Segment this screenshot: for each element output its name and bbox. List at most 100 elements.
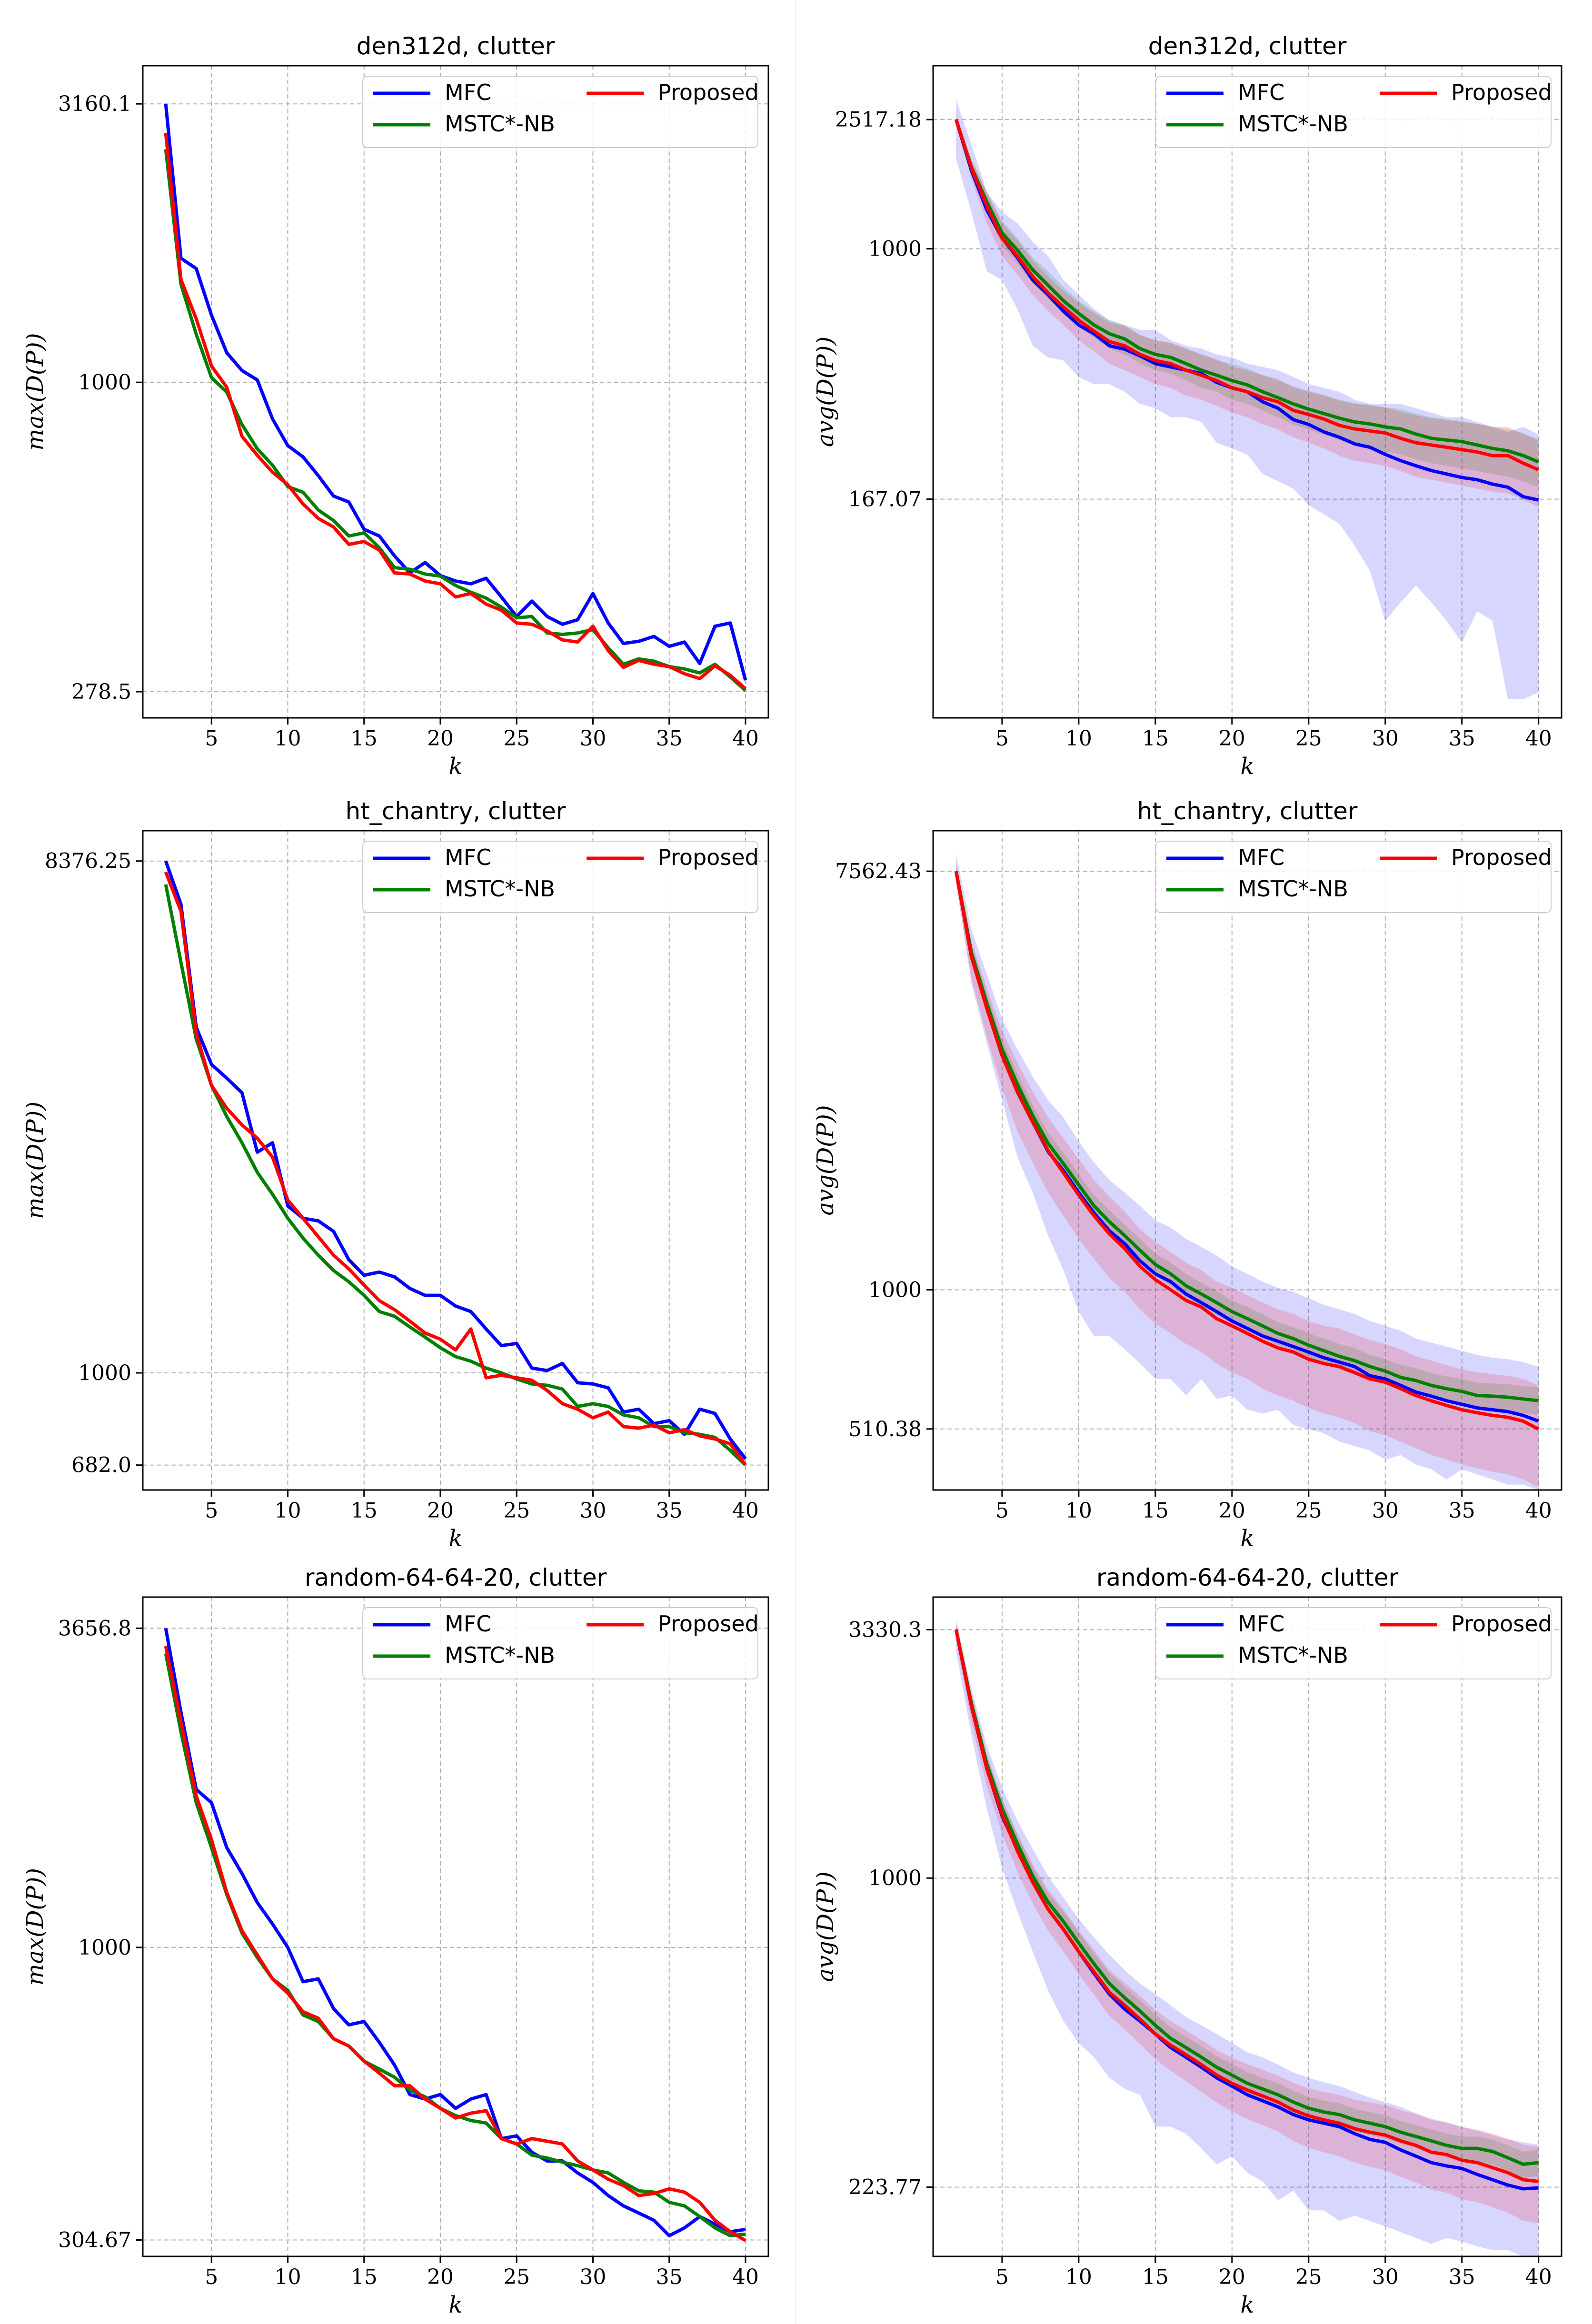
series-line-mfc bbox=[164, 860, 747, 1460]
y-tick-label: 167.07 bbox=[848, 487, 922, 512]
x-tick-label: 35 bbox=[1449, 726, 1475, 751]
x-axis-label: k bbox=[448, 2292, 462, 2318]
legend-entry: MFC bbox=[445, 79, 491, 105]
y-tick-label: 1000 bbox=[868, 237, 922, 261]
series-line-mfc bbox=[164, 103, 747, 681]
legend: MFC MSTC*-NB Proposed bbox=[362, 76, 759, 148]
x-axis-label: k bbox=[1240, 753, 1254, 780]
legend-entry: Proposed bbox=[658, 79, 759, 105]
x-tick-label: 10 bbox=[1065, 726, 1092, 751]
legend-entry: MSTC*-NB bbox=[445, 111, 555, 137]
x-axis-label: k bbox=[1240, 1525, 1254, 1552]
y-tick-label: 3656.8 bbox=[58, 1616, 131, 1640]
axes-frame bbox=[932, 65, 1562, 719]
x-tick-label: 30 bbox=[1372, 2265, 1399, 2289]
confidence-band-mfc bbox=[956, 1619, 1539, 2256]
series-line-proposed bbox=[164, 133, 747, 690]
x-tick-label: 20 bbox=[1219, 726, 1245, 751]
axes-frame bbox=[932, 830, 1562, 1491]
legend: MFC MSTC*-NB Proposed bbox=[362, 1607, 759, 1679]
y-tick-label: 2517.18 bbox=[835, 108, 922, 132]
series-line-mstc-nb bbox=[164, 149, 747, 692]
x-tick-label: 35 bbox=[1449, 2265, 1475, 2289]
y-tick-label: 1000 bbox=[868, 1866, 922, 1890]
x-tick-label: 25 bbox=[1295, 1499, 1322, 1523]
legend-box bbox=[1155, 1607, 1552, 1679]
confidence-band-mstc-nb bbox=[956, 118, 1539, 487]
series-line-proposed bbox=[164, 1646, 746, 2242]
y-axis-label: max(D(P)) bbox=[22, 333, 49, 451]
y-tick-label: 1000 bbox=[868, 1278, 922, 1302]
legend-box bbox=[1155, 76, 1552, 148]
x-tick-label: 25 bbox=[1295, 726, 1322, 751]
x-tick-label: 15 bbox=[351, 726, 378, 751]
x-tick-label: 10 bbox=[1065, 1499, 1092, 1523]
y-tick-label: 223.77 bbox=[848, 2175, 922, 2200]
y-tick-label: 682.0 bbox=[71, 1453, 131, 1478]
x-tick-label: 5 bbox=[995, 2265, 1009, 2289]
x-tick-label: 5 bbox=[205, 1499, 218, 1523]
legend: MFC MSTC*-NB Proposed bbox=[1155, 841, 1552, 913]
y-tick-label: 8376.25 bbox=[45, 849, 131, 874]
legend-entry: MFC bbox=[445, 844, 491, 870]
x-tick-label: 10 bbox=[274, 2265, 301, 2289]
x-tick-label: 25 bbox=[1295, 2265, 1322, 2289]
legend-entry: MSTC*-NB bbox=[1238, 111, 1348, 137]
x-tick-label: 15 bbox=[1142, 2265, 1169, 2289]
x-tick-label: 5 bbox=[205, 2265, 218, 2289]
series-line-mfc bbox=[164, 1628, 746, 2237]
legend-entry: Proposed bbox=[1451, 844, 1552, 870]
series-line-mstc-nb bbox=[954, 119, 1540, 464]
legend: MFC MSTC*-NB Proposed bbox=[362, 841, 759, 913]
series-line-proposed bbox=[164, 871, 747, 1466]
chart-panel-5: 5 10 15 20 25 30 35 40 3656.8 1000 304.67 random-64… bbox=[22, 1564, 769, 2318]
legend-box bbox=[1155, 841, 1552, 913]
chart-title: den312d, clutter bbox=[1148, 32, 1347, 60]
legend-entry: Proposed bbox=[658, 844, 759, 870]
legend-entry: Proposed bbox=[1451, 79, 1552, 105]
y-tick-label: 3330.3 bbox=[848, 1618, 922, 1642]
legend-box bbox=[362, 76, 758, 148]
series-line-proposed bbox=[954, 119, 1540, 472]
legend-box bbox=[362, 1607, 758, 1679]
series-line-mstc-nb bbox=[954, 1629, 1539, 2166]
x-tick-label: 15 bbox=[1142, 1499, 1169, 1523]
x-tick-label: 30 bbox=[579, 1499, 606, 1523]
confidence-band-proposed bbox=[956, 115, 1539, 507]
x-tick-label: 40 bbox=[1525, 726, 1552, 751]
y-axis-label: max(D(P)) bbox=[22, 1102, 49, 1219]
legend: MFC MSTC*-NB Proposed bbox=[1155, 1607, 1552, 1679]
y-axis-label: avg(D(P)) bbox=[812, 337, 839, 447]
x-tick-label: 30 bbox=[1372, 726, 1399, 751]
y-tick-label: 7562.43 bbox=[835, 859, 922, 884]
legend-entry: MFC bbox=[1238, 844, 1284, 870]
x-tick-label: 20 bbox=[427, 1499, 454, 1523]
y-tick-label: 1000 bbox=[78, 1361, 131, 1385]
x-tick-label: 40 bbox=[1525, 2265, 1552, 2289]
x-tick-label: 30 bbox=[579, 726, 606, 751]
axes-frame bbox=[932, 1596, 1562, 2257]
x-tick-label: 40 bbox=[1525, 1499, 1552, 1523]
x-tick-label: 20 bbox=[1219, 1499, 1245, 1523]
chart-title: ht_chantry, clutter bbox=[346, 797, 566, 825]
x-tick-label: 15 bbox=[351, 1499, 378, 1523]
series-line-proposed bbox=[954, 1629, 1539, 2184]
panel-divider bbox=[795, 0, 796, 2324]
y-tick-label: 510.38 bbox=[848, 1417, 922, 1441]
x-tick-label: 5 bbox=[205, 726, 218, 751]
x-tick-label: 35 bbox=[656, 2265, 683, 2289]
x-axis-label: k bbox=[1240, 2292, 1254, 2318]
chart-title: den312d, clutter bbox=[357, 32, 555, 60]
x-tick-label: 15 bbox=[351, 2265, 378, 2289]
series-line-proposed bbox=[954, 871, 1540, 1431]
x-tick-label: 15 bbox=[1142, 726, 1169, 751]
x-tick-label: 25 bbox=[503, 1499, 530, 1523]
chart-panel-1: 5 10 15 20 25 30 35 40 3160.1 1000 278.5 den312d, c… bbox=[22, 32, 769, 780]
x-tick-label: 30 bbox=[579, 2265, 606, 2289]
y-axis-label: avg(D(P)) bbox=[812, 1105, 839, 1215]
chart-panel-6: 5 10 15 20 25 30 35 40 3330.3 1000 223.77 random-64… bbox=[812, 1564, 1562, 2318]
y-axis-label: avg(D(P)) bbox=[812, 1871, 839, 1982]
x-tick-label: 10 bbox=[274, 726, 301, 751]
x-tick-label: 20 bbox=[427, 2265, 454, 2289]
